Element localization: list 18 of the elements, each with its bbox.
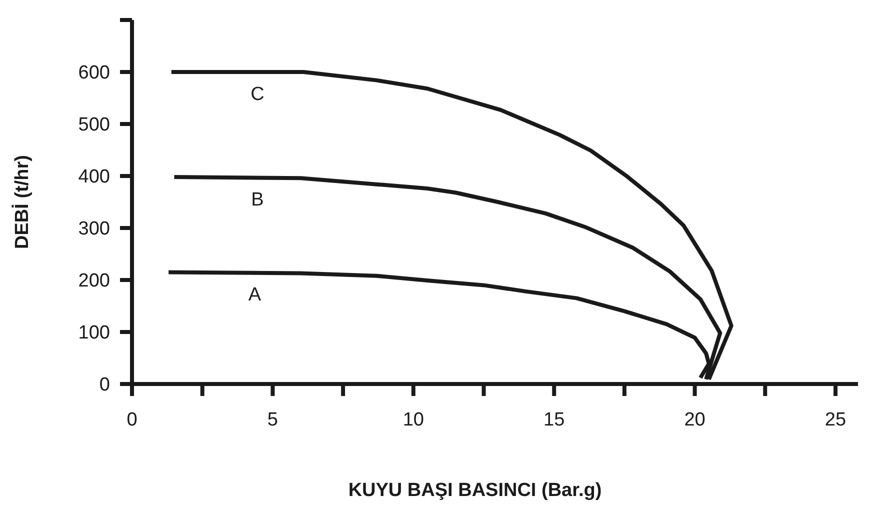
x-axis-title: KUYU BAŞI BASINCI (Bar.g) [348, 480, 602, 501]
y-tick-label: 300 [78, 218, 110, 240]
series-label: A [248, 284, 262, 306]
series-label: C [250, 84, 264, 105]
y-tick-label: 600 [78, 62, 110, 84]
x-tick-label: 15 [544, 409, 565, 430]
y-tick-label: 500 [78, 114, 110, 136]
y-tick-label: 0 [99, 374, 110, 396]
x-tick-label: 10 [402, 409, 424, 430]
y-tick-label: 400 [78, 166, 110, 188]
x-tick-label: 0 [126, 409, 138, 430]
series-label: B [251, 190, 264, 211]
x-tick-label: 25 [824, 409, 846, 430]
y-tick-label: 200 [78, 270, 110, 292]
y-axis-title: DEBİ (t/hr) [11, 155, 33, 249]
y-tick-label: 100 [78, 322, 110, 344]
x-tick-label: 5 [267, 409, 278, 430]
x-tick-label: 20 [684, 409, 706, 430]
